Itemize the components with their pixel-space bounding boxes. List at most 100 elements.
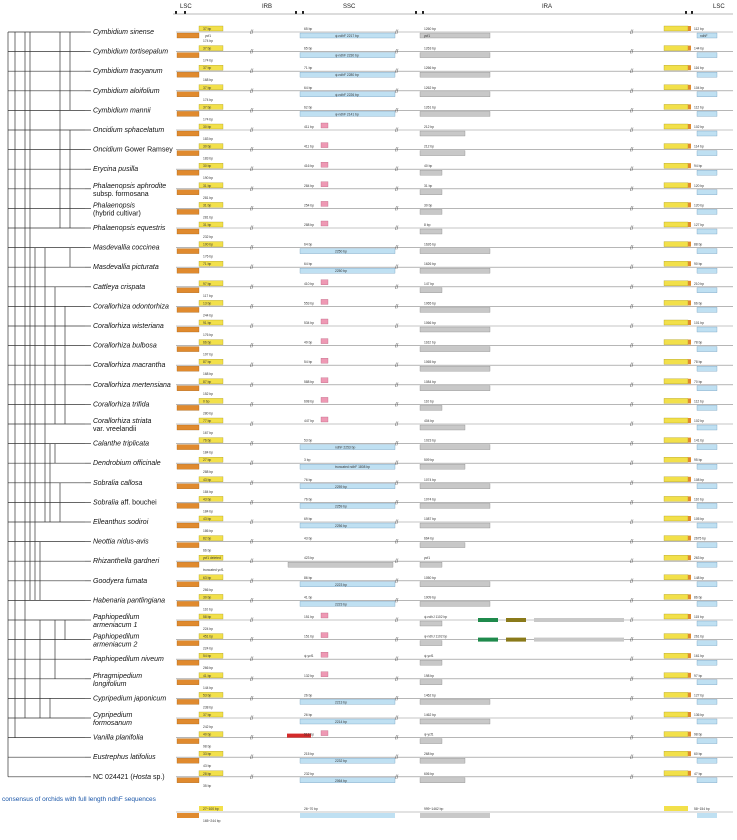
- ira-bp-label: ψ-ycf1: [424, 733, 434, 737]
- trnH-gene: [688, 516, 691, 521]
- psbA-gene: [696, 581, 718, 587]
- lsc-bp-label: 108 bp: [694, 478, 704, 482]
- gap-slash: //: [630, 716, 634, 722]
- gap-slash: //: [250, 69, 254, 75]
- species-subname: armeniacum 1: [93, 622, 137, 629]
- psbA-gene: [696, 464, 718, 470]
- species-row: // // // Eustrephus latifolius 33 bp 43 bp 223…: [93, 751, 733, 768]
- trnH-gene: [688, 104, 691, 110]
- lsc-bp-label: 148 bp: [694, 576, 704, 580]
- ira-bp-label: 1065 bp: [424, 301, 436, 305]
- ssc-bp-label: 65 bp: [304, 27, 312, 31]
- irb-bp-label-2: 288 bp: [203, 470, 213, 474]
- ycf1-gene-right: [663, 633, 689, 639]
- irb-bp-label: 66 bp: [203, 341, 211, 345]
- gray-gene-long: [534, 637, 624, 642]
- lsc-bp-label: 110 bp: [694, 497, 704, 501]
- gap-slash: //: [630, 50, 634, 56]
- ycf1-gene-ira: [419, 32, 491, 39]
- ssc-fragment: [320, 299, 329, 305]
- ssc-fragment: [320, 181, 329, 187]
- irb-bp-label: 37 bp: [203, 47, 211, 51]
- species-row: // // // Goodyera fumata 63 bp 266 bp 2223 bp 8…: [93, 574, 733, 592]
- trnH-gene: [688, 163, 691, 169]
- trnH-gene: [688, 633, 691, 639]
- gap-slash: //: [395, 442, 399, 448]
- ycf1-gene-ira: [419, 268, 491, 274]
- ndhF-gene: [299, 483, 396, 489]
- species-name: Vanilla planifolia: [93, 735, 143, 742]
- gap-slash: //: [250, 363, 254, 369]
- ycf1-gene-ira: [419, 385, 491, 391]
- ycf1-gene-ira: [419, 620, 443, 627]
- species-row: // // // Dendrobium officinale 27 bp 288 bp tr…: [93, 457, 733, 474]
- irb-bp-label-2: 174 bp: [203, 59, 213, 63]
- ira-bp-label: 1261 bp: [424, 105, 436, 109]
- gap-slash: //: [395, 559, 399, 565]
- species-name: Paphiopedilum: [93, 634, 139, 641]
- irb-bp-label-2: 183 bp: [203, 157, 213, 161]
- rps19-gene: [176, 385, 200, 391]
- irb-bp-label: 82 bp: [203, 537, 211, 541]
- lsc-bp-label: 114 bp: [694, 145, 704, 149]
- species-name: Neottia nidus-avis: [93, 539, 149, 546]
- species-name: Habenaria pantlingiana: [93, 597, 165, 604]
- lsc-bp-label: 120 bp: [694, 203, 704, 207]
- species-name: Phalaenopsis aphrodite: [93, 183, 166, 190]
- ycf1-gene-irb: [198, 633, 224, 639]
- species-row: // // // Corallorhiza mertensiana 87 bp 152 b…: [93, 377, 733, 396]
- irb-bp-label: 43 bp: [203, 478, 211, 482]
- ycf1-gene-irb: [198, 241, 224, 247]
- species-subname: armeniacum 2: [93, 642, 137, 649]
- ssc-bp-label: 64 bp: [304, 262, 312, 266]
- species-subname: subsp. formosana: [93, 191, 149, 198]
- gap-slash: //: [250, 30, 254, 36]
- ycf1-gene-ira: [419, 581, 491, 587]
- trnH-gene: [688, 731, 691, 737]
- gap-slash: //: [395, 304, 399, 310]
- ycf1-gene-ira: [419, 248, 491, 254]
- gap-slash: //: [250, 500, 254, 506]
- gap-slash: //: [250, 187, 254, 193]
- lsc-bp-label: 78 bp: [694, 341, 702, 345]
- lsc-bp-label: 95 bp: [694, 458, 702, 462]
- species-row: // // // Masdevallia picturata 71 bp 2250 bp 6…: [93, 261, 733, 274]
- ira-bp-label: 1626 bp: [424, 243, 436, 247]
- trnH-gene: [688, 574, 691, 580]
- ira-bp-label: 404 bp: [424, 419, 434, 423]
- ycf1-gene-ira: [419, 346, 491, 352]
- species-row: // // // Calanthe triplicata 76 bp 184 bp ndhF…: [93, 437, 733, 455]
- gap-slash: //: [630, 167, 634, 173]
- boundary-marker: [685, 11, 687, 14]
- psbA-gene: [696, 522, 718, 529]
- rps19-gene: [176, 326, 200, 333]
- gap-slash: //: [395, 363, 399, 369]
- ycf1-gene-right: [663, 241, 689, 247]
- species-row: // // // Corallorhiza macrantha 87 bp 168 bp 5…: [93, 358, 733, 376]
- rps19-gene: [176, 483, 200, 489]
- rps19-gene: [176, 111, 200, 117]
- lsc-bp-label: 261 bp: [694, 635, 704, 639]
- gap-slash: //: [395, 618, 399, 624]
- ycf1-gene-ira: [419, 483, 491, 489]
- ndhF-gene: [299, 32, 396, 39]
- gap-slash: //: [250, 442, 254, 448]
- ndhF-gene: [299, 444, 396, 450]
- gap-slash: //: [395, 89, 399, 95]
- ndhF-gene: [299, 248, 396, 254]
- trnH-gene: [688, 535, 691, 541]
- ycf1-gene-irb: [198, 711, 224, 718]
- ira-bp-label: 606 bp: [424, 772, 434, 776]
- irb-bp-label: 87 bp: [203, 380, 211, 384]
- ycf1-gene-irb: [198, 613, 224, 620]
- irb-bp-label-2: 238 bp: [203, 705, 213, 709]
- ssc-bp-label: 254 bp: [304, 203, 314, 207]
- ycf1-gene-ira: [419, 718, 491, 725]
- species-name: Cymbidium sinense: [93, 29, 154, 36]
- ycf1-gene-ira: [419, 150, 466, 156]
- rps19-gene: [176, 522, 200, 529]
- ira-bp-label: 1262 bp: [424, 86, 436, 90]
- ndhF-label: 2250 bp: [335, 269, 347, 273]
- gap-slash: //: [630, 148, 634, 154]
- gap-slash: //: [395, 461, 399, 467]
